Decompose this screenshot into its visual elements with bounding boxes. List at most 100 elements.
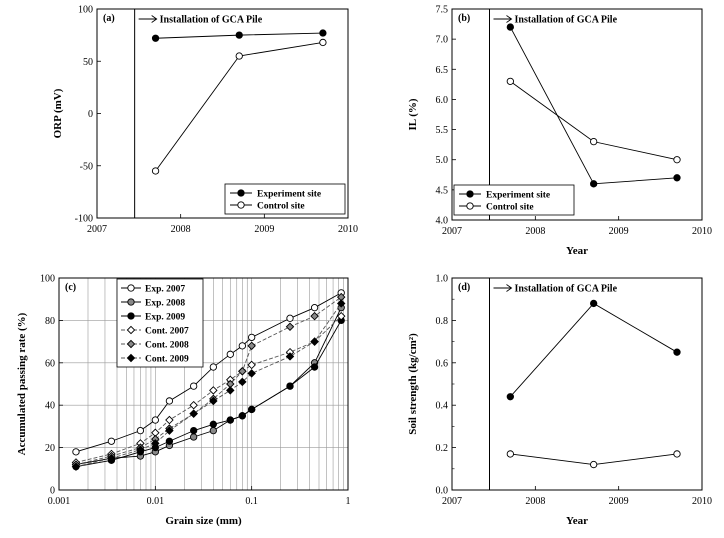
annotation-text: Installation of GCA Pile: [515, 15, 618, 26]
data-point: [151, 439, 160, 448]
data-point: [165, 437, 174, 445]
data-point: [190, 426, 198, 435]
data-point: [226, 416, 234, 424]
y-axis-label: Accumulated passing rate (%): [16, 312, 28, 455]
series-line: [155, 41, 323, 172]
y-tick-label: 6.5: [436, 65, 449, 76]
y-axis-label: Soil strength (kg/cm²): [407, 333, 419, 435]
legend: Experiment site Control site: [224, 183, 346, 215]
data-point: [590, 137, 598, 146]
legend: Exp. 2007 Exp. 2008 Exp. 2009 Cont. 2007 Con…: [116, 278, 204, 368]
x-tick-label: 1: [346, 496, 351, 507]
series-2: [151, 38, 327, 175]
data-point: [226, 350, 234, 358]
y-tick-label: 0.8: [436, 316, 449, 327]
data-point: [590, 299, 598, 308]
y-tick-label: -50: [80, 161, 93, 172]
data-point: [189, 400, 198, 410]
legend-entry: Exp. 2007: [145, 285, 185, 295]
data-point: [506, 77, 514, 85]
data-point: [310, 363, 319, 371]
data-point: [235, 52, 243, 60]
data-point: [151, 34, 160, 42]
data-point: [310, 337, 319, 346]
series-line: [75, 303, 342, 468]
data-point: [673, 156, 681, 164]
legend-marker: [237, 189, 245, 197]
y-tick-label: 0.6: [436, 358, 449, 369]
series-2: [506, 77, 681, 164]
data-point: [165, 415, 174, 425]
legend-marker: [127, 312, 135, 320]
y-tick-label: 20: [45, 443, 55, 454]
series-line: [75, 315, 342, 463]
y-tick-label: 100: [40, 274, 55, 285]
y-tick-label: 0: [88, 109, 93, 120]
panel-label: (d): [458, 282, 470, 293]
panel-4: 0.0 0.2 0.4 0.6 0.8 1.0 2007 2008 2009 2010 Year So…: [407, 274, 712, 528]
data-point: [71, 462, 81, 471]
legend-entry: Experiment site: [257, 190, 321, 200]
arrow-head: [506, 15, 513, 23]
y-tick-label: 4.5: [436, 185, 449, 196]
plot-frame: [58, 277, 349, 491]
data-point: [238, 342, 246, 350]
data-point: [238, 377, 247, 387]
panel-label: (a): [103, 13, 115, 24]
data-point: [72, 448, 80, 456]
series-line: [75, 292, 342, 453]
series-6: [71, 299, 346, 471]
data-point: [107, 437, 116, 445]
data-point: [285, 352, 295, 361]
y-tick-label: 60: [45, 358, 55, 369]
y-tick-label: 50: [83, 57, 93, 68]
data-point: [209, 396, 218, 406]
series-line: [509, 302, 678, 398]
legend-entry: Cont. 2007: [145, 327, 189, 337]
x-tick-label: 0.001: [48, 496, 71, 507]
y-tick-label: 1.0: [436, 274, 449, 285]
series-1: [72, 289, 345, 456]
x-tick-label: 2007: [87, 224, 107, 235]
data-point: [673, 450, 681, 458]
data-point: [286, 382, 294, 390]
legend-marker: [466, 202, 474, 210]
series-4: [71, 311, 346, 467]
legend-marker: [126, 353, 136, 363]
data-point: [209, 363, 217, 371]
arrow-head: [151, 15, 158, 23]
data-point: [336, 299, 346, 308]
data-point: [107, 453, 116, 463]
legend-marker: [126, 325, 136, 335]
data-point: [590, 180, 598, 188]
data-point: [506, 23, 514, 31]
data-point: [590, 460, 598, 469]
data-point: [248, 333, 256, 342]
data-point: [247, 341, 256, 351]
x-axis-label: Grain size (mm): [165, 515, 242, 527]
y-tick-label: 5.5: [436, 125, 449, 136]
series-1: [506, 23, 681, 188]
data-point: [165, 426, 174, 435]
legend-entry: Control site: [257, 202, 305, 212]
data-point: [506, 393, 514, 401]
data-point: [238, 367, 247, 376]
x-tick-label: 2008: [525, 496, 545, 507]
plot-frame: [451, 8, 703, 221]
data-point: [310, 304, 319, 312]
data-point: [209, 420, 217, 428]
annotation-text: Installation of GCA Pile: [160, 15, 263, 26]
x-tick-label: 2010: [692, 496, 712, 507]
legend-box: [453, 184, 575, 216]
data-point: [209, 426, 217, 435]
legend-marker: [237, 201, 245, 209]
x-tick-label: 0.1: [245, 496, 258, 507]
data-point: [226, 386, 235, 395]
legend: Experiment site Control site: [453, 184, 575, 216]
legend-box: [116, 278, 204, 368]
annotation-text: Installation of GCA Pile: [515, 284, 618, 295]
x-tick-label: 0.01: [147, 496, 165, 507]
data-point: [136, 426, 145, 435]
y-tick-label: 0.4: [436, 401, 449, 412]
